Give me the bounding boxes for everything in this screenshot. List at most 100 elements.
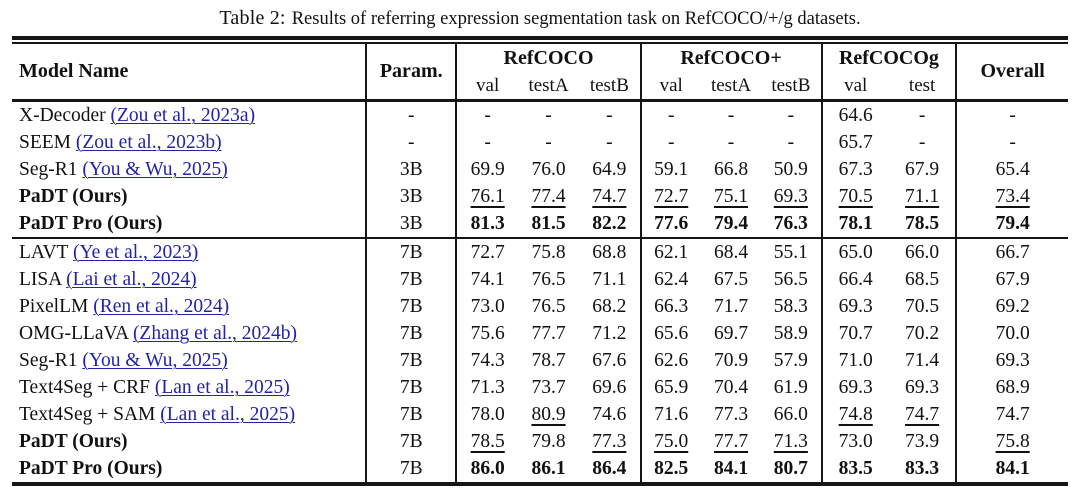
citation-link[interactable]: (Lan et al., 2025)	[154, 377, 290, 398]
value-cell: 67.6	[579, 347, 640, 374]
value: 74.6	[592, 404, 627, 425]
value: 58.9	[773, 323, 808, 344]
value-cell: -	[639, 100, 701, 129]
value-cell: 77.4	[518, 183, 579, 210]
value: 67.9	[905, 159, 940, 180]
top-double-rule	[12, 36, 1068, 44]
value: 69.3	[905, 377, 940, 398]
citation-link[interactable]: (Ren et al., 2024)	[93, 296, 230, 317]
model-name: LISA	[19, 269, 62, 290]
value-cell: 76.1	[455, 183, 518, 210]
value: 77.7	[531, 323, 566, 344]
value: 77.6	[654, 213, 689, 234]
value: -	[545, 105, 552, 126]
value: -	[606, 132, 613, 153]
citation-link[interactable]: (Zou et al., 2023a)	[110, 105, 256, 126]
value: 69.3	[838, 296, 873, 317]
value: 56.5	[773, 269, 808, 290]
value-cell: -	[455, 129, 518, 156]
value: 69.7	[713, 323, 749, 344]
table-caption: Table 2: Results of referring expression …	[0, 0, 1080, 34]
value: 74.3	[470, 350, 505, 371]
param-cell: 3B	[364, 183, 457, 210]
value-cell: 66.0	[761, 401, 821, 428]
value: 83.3	[905, 458, 940, 479]
value-cell: 69.6	[579, 374, 640, 401]
param-cell: 7B	[364, 320, 457, 347]
value-cell: 82.2	[579, 210, 640, 238]
caption-text: Results of referring expression segmenta…	[291, 9, 861, 29]
table-row: Seg-R1 (You & Wu, 2025) 7B 74.3 78.7 67.6 62.…	[12, 347, 1068, 374]
value: 67.6	[592, 350, 627, 371]
value-cell: 68.2	[579, 293, 640, 320]
value: 66.7	[995, 242, 1030, 263]
value-cell: 66.8	[701, 156, 761, 183]
citation-link[interactable]: (Lai et al., 2024)	[66, 269, 197, 290]
value: 70.5	[905, 296, 940, 317]
value: 65.7	[838, 132, 873, 153]
value: 55.1	[773, 242, 808, 263]
table-block-7b: LAVT (Ye et al., 2023) 7B 72.7 75.8 68.8 62.1…	[12, 238, 1068, 484]
value-cell: 68.4	[701, 238, 761, 266]
value: 69.3	[838, 377, 873, 398]
value: -	[1009, 105, 1016, 126]
value-cell: 73.0	[820, 428, 889, 455]
value-cell: -	[889, 129, 956, 156]
header-sub-val: val	[639, 73, 701, 101]
model-name-cell: LISA (Lai et al., 2024)	[12, 266, 366, 293]
value-cell: -	[579, 129, 640, 156]
value: 68.9	[995, 377, 1030, 398]
value: 65.0	[838, 242, 873, 263]
value-cell: 65.6	[639, 320, 701, 347]
value: 73.7	[531, 377, 566, 398]
value-cell: -	[518, 129, 579, 156]
value-cell: 74.8	[820, 401, 889, 428]
value-cell: 62.1	[639, 238, 701, 266]
value-cell: 50.9	[761, 156, 821, 183]
table-row: SEEM (Zou et al., 2023b) - - - - - - -65.7- -	[12, 129, 1068, 156]
citation-link[interactable]: (Zhang et al., 2024b)	[132, 323, 298, 344]
citation-link[interactable]: (You & Wu, 2025)	[82, 159, 228, 180]
value: 70.4	[713, 377, 749, 398]
model-name: PixelLM	[19, 296, 89, 317]
value-cell: -	[955, 129, 1068, 156]
citation-link[interactable]: (Lan et al., 2025)	[160, 404, 296, 425]
value-cell: 71.2	[579, 320, 640, 347]
table-row: PaDT Pro (Ours) 7B 86.0 86.1 86.4 82.5 84.1 80.…	[12, 455, 1068, 484]
value: 69.9	[470, 159, 505, 180]
citation-link[interactable]: (Ye et al., 2023)	[73, 242, 199, 263]
value-cell: 69.3	[761, 183, 821, 210]
value: 67.5	[713, 269, 749, 290]
citation-link[interactable]: (You & Wu, 2025)	[82, 350, 228, 371]
header-sub-val: val	[820, 73, 889, 101]
value-cell: 76.0	[518, 156, 579, 183]
value: 72.7	[470, 242, 505, 263]
value: 73.0	[838, 431, 873, 452]
model-name-cell: PaDT Pro (Ours)	[12, 455, 366, 484]
value-cell: 70.7	[820, 320, 889, 347]
value: 69.3	[773, 186, 808, 207]
value-cell: 86.0	[455, 455, 518, 484]
table-row: LAVT (Ye et al., 2023) 7B 72.7 75.8 68.8 62.1…	[12, 238, 1068, 266]
table-row: PaDT Pro (Ours) 3B 81.3 81.5 82.2 77.6 79.4 76.…	[12, 210, 1068, 238]
value-cell: 65.4	[955, 156, 1068, 183]
value-cell: 67.3	[820, 156, 889, 183]
value-cell: 77.3	[579, 428, 640, 455]
param-cell: 7B	[364, 293, 457, 320]
value-cell: 75.1	[701, 183, 761, 210]
value: 80.7	[773, 458, 808, 479]
value-cell: 68.9	[955, 374, 1068, 401]
model-name: PaDT Pro (Ours)	[19, 458, 163, 479]
value: 78.5	[470, 431, 505, 452]
value: -	[727, 132, 735, 153]
value-cell: 64.9	[579, 156, 640, 183]
citation-link[interactable]: (Zou et al., 2023b)	[75, 132, 222, 153]
value-cell: 81.5	[518, 210, 579, 238]
value-cell: 74.7	[955, 401, 1068, 428]
value-cell: 83.3	[889, 455, 956, 484]
value-cell: 81.3	[455, 210, 518, 238]
value: 70.9	[713, 350, 749, 371]
value-cell: 71.4	[889, 347, 956, 374]
value-cell: 78.5	[455, 428, 518, 455]
value-cell: 75.8	[955, 428, 1068, 455]
